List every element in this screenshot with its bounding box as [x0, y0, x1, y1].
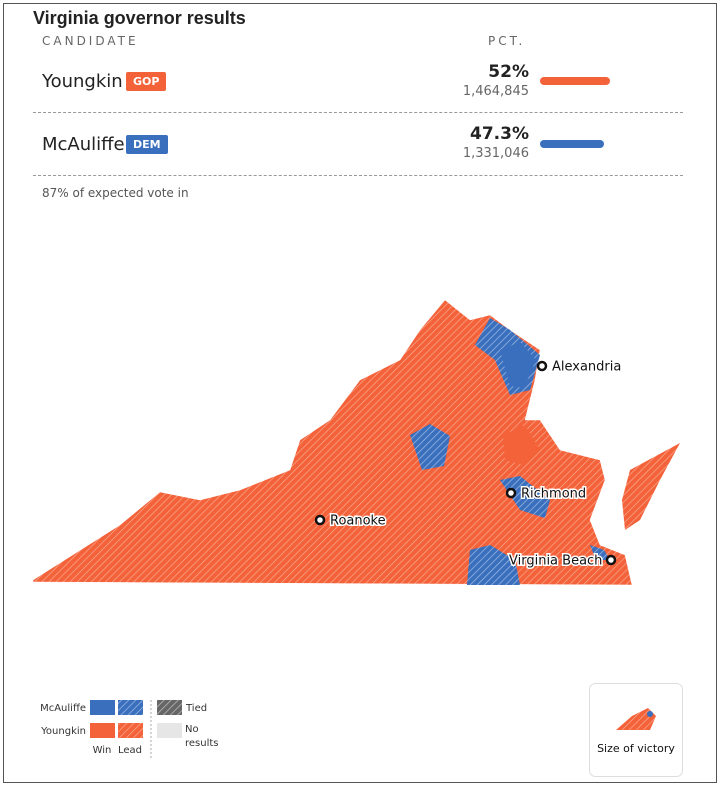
- size-button[interactable]: Size of victory: [589, 683, 683, 777]
- city-label: Richmond: [521, 487, 586, 502]
- city-label: Alexandria: [552, 360, 621, 375]
- legend: McAuliffe Youngkin Win Lead Tied No resu…: [40, 700, 219, 760]
- state-shape: [32, 299, 680, 586]
- legend-label: Tied: [185, 703, 207, 714]
- city-label: Roanoke: [330, 514, 386, 529]
- map: Alexandria Richmond Roanoke Virginia Bea…: [32, 299, 683, 777]
- legend-label: Youngkin: [40, 726, 86, 737]
- divider: [33, 175, 683, 176]
- button-label[interactable]: Size of victory: [597, 742, 675, 755]
- pct-bar: [540, 140, 604, 148]
- pct-bar: [540, 77, 611, 85]
- candidate-name: Youngkin: [42, 71, 123, 92]
- pct: 47.3%: [470, 124, 529, 144]
- candidate-name: McAuliffe: [42, 134, 125, 155]
- pct-header: PCT.: [488, 34, 526, 48]
- page: Virginia governor results CANDIDATE PCT.…: [3, 3, 717, 783]
- divider: [33, 112, 683, 113]
- votes: 1,331,046: [462, 146, 529, 161]
- legend-label: No results yet: [185, 724, 219, 753]
- party-badge: DEM: [126, 135, 168, 154]
- votes: 1,464,845: [462, 84, 529, 99]
- title: Virginia governor results: [33, 8, 246, 28]
- legend-label: McAuliffe: [40, 703, 86, 714]
- pct: 52%: [488, 62, 529, 82]
- reporting: 87% of expected vote in: [42, 186, 189, 200]
- city-label: Virginia Beach: [509, 554, 602, 569]
- party-badge: GOP: [126, 72, 167, 91]
- legend-label: Lead: [118, 745, 142, 756]
- candidate-header: CANDIDATE: [42, 34, 139, 48]
- legend-label: Win: [93, 745, 112, 756]
